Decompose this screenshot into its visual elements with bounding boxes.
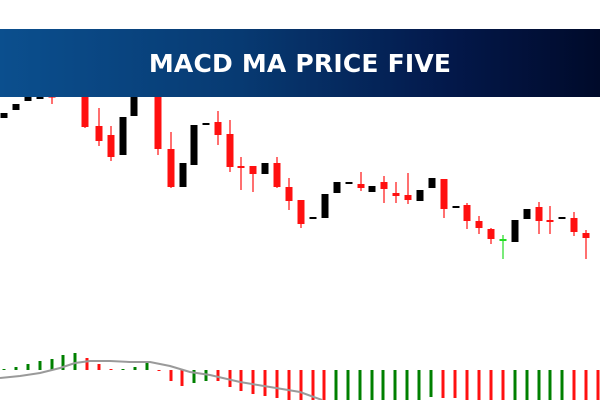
macd-bar — [572, 370, 576, 400]
candle — [582, 230, 590, 259]
candle — [570, 212, 578, 236]
macd-bar — [192, 370, 196, 383]
macd-histogram — [2, 353, 600, 400]
candle — [0, 113, 8, 118]
macd-bar — [169, 370, 173, 381]
candle — [249, 166, 257, 192]
candle — [261, 163, 269, 174]
macd-bar — [133, 367, 137, 370]
candle — [154, 90, 162, 155]
macd-bar — [537, 370, 541, 400]
macd-bar — [239, 370, 243, 391]
macd-bar — [228, 370, 232, 387]
candle — [345, 182, 353, 184]
title-banner: MACD MA PRICE FIVE — [0, 29, 600, 97]
macd-bar — [145, 363, 149, 370]
candle — [95, 108, 103, 146]
macd-bar — [560, 370, 564, 400]
candle — [285, 178, 293, 210]
macd-bar — [501, 370, 505, 400]
candle — [167, 132, 175, 188]
macd-bar — [370, 370, 374, 400]
macd-bar — [311, 370, 315, 400]
macd-bar — [204, 370, 208, 381]
macd-bar — [525, 370, 529, 400]
macd-bar — [2, 369, 6, 370]
macd-bar — [109, 369, 113, 370]
candle — [202, 123, 210, 125]
candle — [475, 216, 483, 234]
macd-bar — [121, 369, 125, 370]
macd-bar — [263, 370, 267, 396]
macd-bar — [50, 359, 54, 370]
macd-bar — [61, 355, 65, 370]
candle — [535, 202, 543, 234]
macd-bar — [287, 370, 291, 400]
candle — [404, 173, 412, 204]
candle — [511, 220, 519, 242]
candle — [487, 228, 495, 244]
candle — [179, 163, 187, 187]
candle — [523, 209, 531, 219]
candle — [416, 190, 424, 201]
macd-bar — [180, 370, 184, 386]
candle — [273, 157, 281, 188]
candle — [428, 178, 436, 188]
macd-bar — [417, 370, 421, 400]
banner-title: MACD MA PRICE FIVE — [148, 48, 452, 78]
macd-bar — [26, 364, 30, 370]
macd-bar — [85, 358, 89, 370]
candle — [357, 172, 365, 191]
macd-bar — [14, 367, 18, 370]
macd-bar — [38, 361, 42, 370]
macd-bar — [465, 370, 469, 400]
candle — [226, 120, 234, 172]
macd-bar — [157, 370, 161, 371]
macd-bar — [441, 370, 445, 398]
candle — [558, 217, 566, 219]
candle — [237, 157, 245, 190]
candle — [107, 126, 115, 161]
candle — [309, 217, 317, 219]
candle — [499, 235, 507, 259]
candle — [214, 111, 222, 145]
macd-bar — [489, 370, 493, 400]
price-candlesticks — [0, 90, 590, 259]
macd-bar — [381, 370, 385, 400]
macd-bar — [97, 364, 101, 370]
candle — [368, 186, 376, 192]
macd-bar — [299, 370, 303, 400]
macd-bar — [596, 370, 600, 400]
macd-signal-line — [0, 360, 323, 400]
macd-bar — [358, 370, 362, 400]
macd-bar — [73, 353, 77, 370]
candle — [546, 206, 554, 234]
candle — [119, 117, 127, 155]
candle — [463, 203, 471, 229]
candle — [440, 179, 448, 218]
candle — [333, 182, 341, 193]
candle — [12, 104, 20, 110]
candle — [297, 200, 305, 228]
macd-bar — [513, 370, 517, 400]
macd-bar — [251, 370, 255, 394]
macd-bar — [453, 370, 457, 398]
macd-bar — [393, 370, 397, 400]
candle — [321, 194, 329, 218]
macd-bar — [584, 370, 588, 400]
macd-bar — [346, 370, 350, 400]
candle — [452, 206, 460, 208]
macd-bar — [405, 370, 409, 400]
macd-bar — [322, 370, 326, 400]
macd-bar — [334, 370, 338, 400]
macd-bar — [477, 370, 481, 400]
candle — [392, 182, 400, 203]
macd-bar — [429, 370, 433, 397]
macd-bar — [216, 370, 220, 381]
candle — [380, 176, 388, 203]
macd-bar — [548, 370, 552, 400]
candle — [190, 125, 198, 165]
macd-bar — [275, 370, 279, 398]
